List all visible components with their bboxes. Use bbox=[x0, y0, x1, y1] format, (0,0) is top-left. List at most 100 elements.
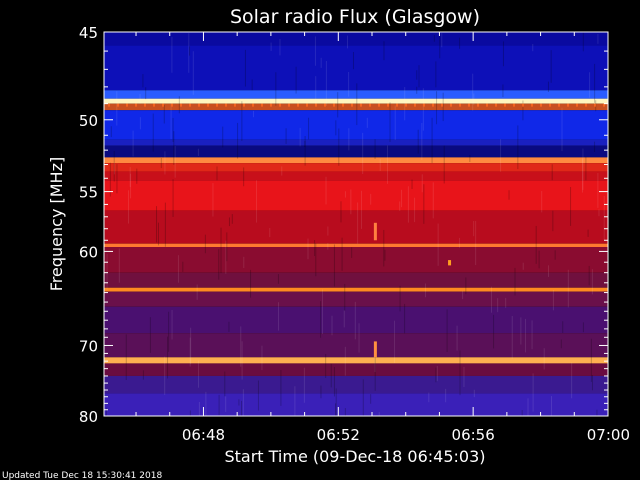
noise-streak bbox=[189, 410, 191, 416]
noise-streak bbox=[130, 173, 132, 199]
noise-streak bbox=[374, 351, 376, 391]
noise-streak bbox=[196, 284, 198, 300]
noise-streak bbox=[116, 91, 118, 126]
noise-streak bbox=[362, 379, 364, 416]
noise-streak bbox=[493, 314, 495, 349]
noise-streak bbox=[520, 317, 522, 345]
noise-streak bbox=[340, 201, 342, 223]
noise-streak bbox=[344, 408, 346, 416]
noise-streak bbox=[280, 370, 282, 406]
noise-streak bbox=[139, 117, 141, 130]
noise-streak bbox=[136, 168, 138, 184]
noise-streak bbox=[218, 249, 220, 280]
periodic-dot bbox=[522, 103, 524, 107]
noise-streak bbox=[242, 389, 244, 416]
noise-streak bbox=[552, 290, 554, 311]
noise-streak bbox=[459, 350, 461, 396]
noise-streak bbox=[543, 348, 545, 370]
noise-streak bbox=[435, 61, 437, 88]
noise-streak bbox=[582, 32, 584, 52]
noise-streak bbox=[335, 120, 337, 136]
noise-streak bbox=[535, 225, 537, 264]
noise-streak bbox=[303, 367, 305, 403]
periodic-dot bbox=[423, 103, 425, 107]
noise-streak bbox=[164, 151, 166, 175]
noise-streak bbox=[113, 150, 115, 182]
noise-streak bbox=[163, 104, 165, 124]
noise-streak bbox=[243, 167, 245, 187]
noise-streak bbox=[197, 148, 199, 156]
x-tick-label-0: 06:48 bbox=[182, 426, 225, 444]
noise-streak bbox=[139, 94, 141, 104]
frequency-band-2 bbox=[104, 90, 608, 99]
noise-streak bbox=[241, 341, 243, 380]
periodic-dot bbox=[405, 103, 407, 107]
noise-streak bbox=[174, 146, 176, 178]
noise-streak bbox=[105, 407, 107, 416]
noise-streak bbox=[435, 367, 437, 383]
periodic-dot bbox=[270, 103, 272, 107]
periodic-dot bbox=[585, 103, 587, 107]
frequency-band-13 bbox=[104, 243, 608, 248]
noise-streak bbox=[118, 248, 120, 283]
noise-streak bbox=[172, 117, 174, 142]
noise-streak bbox=[432, 182, 434, 219]
noise-streak bbox=[325, 176, 327, 205]
noise-streak bbox=[394, 320, 396, 363]
noise-streak bbox=[198, 401, 200, 416]
noise-streak bbox=[399, 285, 401, 312]
periodic-dot bbox=[396, 103, 398, 107]
noise-streak bbox=[338, 128, 340, 166]
noise-streak bbox=[379, 158, 381, 172]
periodic-dot bbox=[414, 103, 416, 107]
periodic-dot bbox=[378, 103, 380, 107]
periodic-dot bbox=[216, 103, 218, 107]
noise-streak bbox=[321, 289, 323, 334]
noise-streak bbox=[109, 162, 111, 197]
noise-streak bbox=[327, 226, 329, 236]
noise-streak bbox=[314, 36, 316, 66]
periodic-dot bbox=[279, 103, 281, 107]
noise-streak bbox=[502, 84, 504, 98]
noise-streak bbox=[532, 373, 534, 412]
noise-streak bbox=[241, 101, 243, 142]
frequency-band-5 bbox=[104, 110, 608, 140]
feature-mark-2 bbox=[373, 222, 377, 241]
noise-streak bbox=[378, 412, 380, 416]
noise-streak bbox=[422, 88, 424, 131]
noise-streak bbox=[360, 190, 362, 229]
periodic-dot bbox=[468, 103, 470, 107]
x-tick-label-1: 06:52 bbox=[317, 426, 360, 444]
noise-streak bbox=[356, 83, 358, 126]
noise-streak bbox=[189, 46, 191, 56]
noise-streak bbox=[164, 356, 166, 395]
periodic-dot bbox=[351, 103, 353, 107]
noise-streak bbox=[594, 141, 596, 152]
y-tick-label-80: 80 bbox=[79, 408, 98, 426]
noise-streak bbox=[469, 154, 471, 163]
x-tick-label-3: 07:00 bbox=[587, 426, 630, 444]
noise-streak bbox=[331, 315, 333, 336]
frequency-band-11 bbox=[104, 180, 608, 211]
noise-streak bbox=[170, 101, 172, 139]
noise-streak bbox=[521, 410, 523, 416]
noise-streak bbox=[418, 65, 420, 88]
noise-streak bbox=[550, 50, 552, 83]
periodic-dot bbox=[324, 103, 326, 107]
plot-frame bbox=[103, 31, 609, 417]
noise-streak bbox=[439, 33, 441, 59]
noise-streak bbox=[417, 129, 419, 154]
noise-streak bbox=[551, 164, 553, 181]
noise-streak bbox=[344, 191, 346, 198]
periodic-dot bbox=[198, 103, 200, 107]
noise-streak bbox=[597, 33, 599, 44]
noise-streak bbox=[343, 310, 345, 328]
noise-streak bbox=[591, 269, 593, 295]
periodic-dot bbox=[549, 103, 551, 107]
periodic-dot bbox=[576, 103, 578, 107]
noise-streak bbox=[404, 303, 406, 334]
noise-streak bbox=[325, 353, 327, 378]
noise-streak bbox=[354, 301, 356, 340]
frequency-band-4 bbox=[104, 103, 608, 111]
noise-streak bbox=[437, 223, 439, 266]
